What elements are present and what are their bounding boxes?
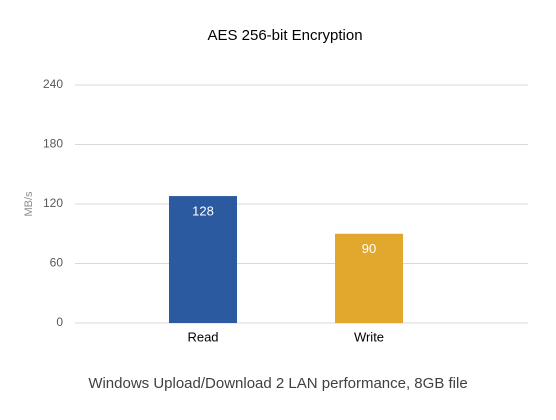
y-axis-label: MB/s — [23, 191, 35, 217]
y-tick-label: 60 — [50, 256, 64, 270]
x-axis-label: Windows Upload/Download 2 LAN performanc… — [88, 375, 467, 392]
data-label: 128 — [192, 204, 214, 219]
y-tick-label: 120 — [43, 196, 63, 210]
data-label: 90 — [362, 241, 376, 256]
y-tick-label: 240 — [43, 77, 63, 91]
chart-title: AES 256-bit Encryption — [207, 27, 362, 44]
bar — [169, 196, 237, 323]
bar — [335, 233, 403, 323]
x-tick-label: Write — [354, 329, 384, 344]
x-tick-label: Read — [187, 329, 218, 344]
y-tick-label: 0 — [56, 315, 63, 329]
y-tick-label: 180 — [43, 137, 63, 151]
